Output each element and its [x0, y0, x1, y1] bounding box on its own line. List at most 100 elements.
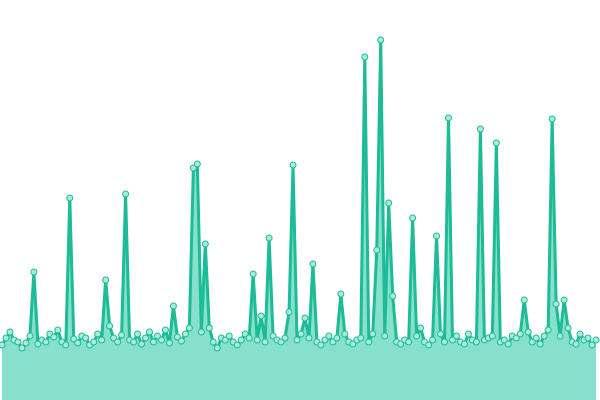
point: [301, 314, 309, 322]
point: [205, 324, 213, 332]
point: [233, 341, 241, 349]
point: [476, 125, 484, 133]
point: [500, 336, 508, 344]
point: [153, 332, 161, 340]
point: [552, 300, 560, 308]
point: [564, 324, 572, 332]
point: [114, 338, 122, 346]
point: [572, 340, 580, 348]
point: [528, 338, 536, 346]
point: [0, 341, 6, 349]
area: [2, 40, 596, 400]
point: [397, 340, 405, 348]
point: [516, 330, 524, 338]
point: [341, 330, 349, 338]
point: [193, 160, 201, 168]
point: [106, 322, 114, 330]
point: [293, 336, 301, 344]
point: [34, 340, 42, 348]
point: [524, 328, 532, 336]
point: [14, 338, 22, 346]
point: [441, 338, 449, 346]
point: [464, 330, 472, 338]
point: [540, 332, 548, 340]
point: [30, 268, 38, 276]
point: [281, 334, 289, 342]
point: [512, 334, 520, 342]
point: [389, 292, 397, 300]
point: [118, 331, 126, 339]
point: [134, 330, 142, 338]
point: [50, 333, 58, 341]
point: [417, 324, 425, 332]
point: [221, 336, 229, 344]
point: [448, 336, 456, 344]
point: [317, 341, 325, 349]
point: [289, 161, 297, 169]
point: [110, 334, 118, 342]
point: [213, 344, 221, 352]
point: [149, 338, 157, 346]
point: [433, 232, 441, 240]
point: [18, 344, 26, 352]
point: [98, 336, 106, 344]
point: [588, 341, 596, 349]
point: [161, 326, 169, 334]
point: [385, 199, 393, 207]
point: [305, 334, 313, 342]
point: [425, 341, 433, 349]
point: [381, 332, 389, 340]
point: [54, 326, 62, 334]
point: [504, 340, 512, 348]
point: [329, 338, 337, 346]
point: [138, 340, 146, 348]
point: [576, 330, 584, 338]
point: [66, 194, 74, 202]
point: [409, 214, 417, 222]
point: [492, 139, 500, 147]
point: [257, 312, 265, 320]
point: [253, 336, 261, 344]
point: [237, 336, 245, 344]
point: [62, 341, 70, 349]
point: [333, 334, 341, 342]
point: [337, 290, 345, 298]
point: [241, 330, 249, 338]
point: [157, 336, 165, 344]
point: [560, 296, 568, 304]
point: [488, 332, 496, 340]
point: [325, 332, 333, 340]
point: [460, 340, 468, 348]
point: [181, 330, 189, 338]
point: [201, 240, 209, 248]
point: [173, 333, 181, 341]
point: [429, 336, 437, 344]
point: [169, 302, 177, 310]
point: [437, 330, 445, 338]
point: [2, 334, 10, 342]
point: [277, 338, 285, 346]
point: [197, 328, 205, 336]
point: [209, 338, 217, 346]
point: [377, 36, 385, 44]
point: [42, 338, 50, 346]
point: [225, 332, 233, 340]
point: [536, 340, 544, 348]
point: [592, 336, 600, 344]
point: [269, 332, 277, 340]
point: [285, 308, 293, 316]
point: [405, 338, 413, 346]
point: [544, 326, 552, 334]
point: [532, 334, 540, 342]
point: [130, 338, 138, 346]
point: [520, 296, 528, 304]
point: [122, 190, 130, 198]
point: [102, 276, 110, 284]
point: [82, 334, 90, 342]
point: [548, 115, 556, 123]
point: [189, 164, 197, 172]
point: [349, 340, 357, 348]
point: [309, 260, 317, 268]
